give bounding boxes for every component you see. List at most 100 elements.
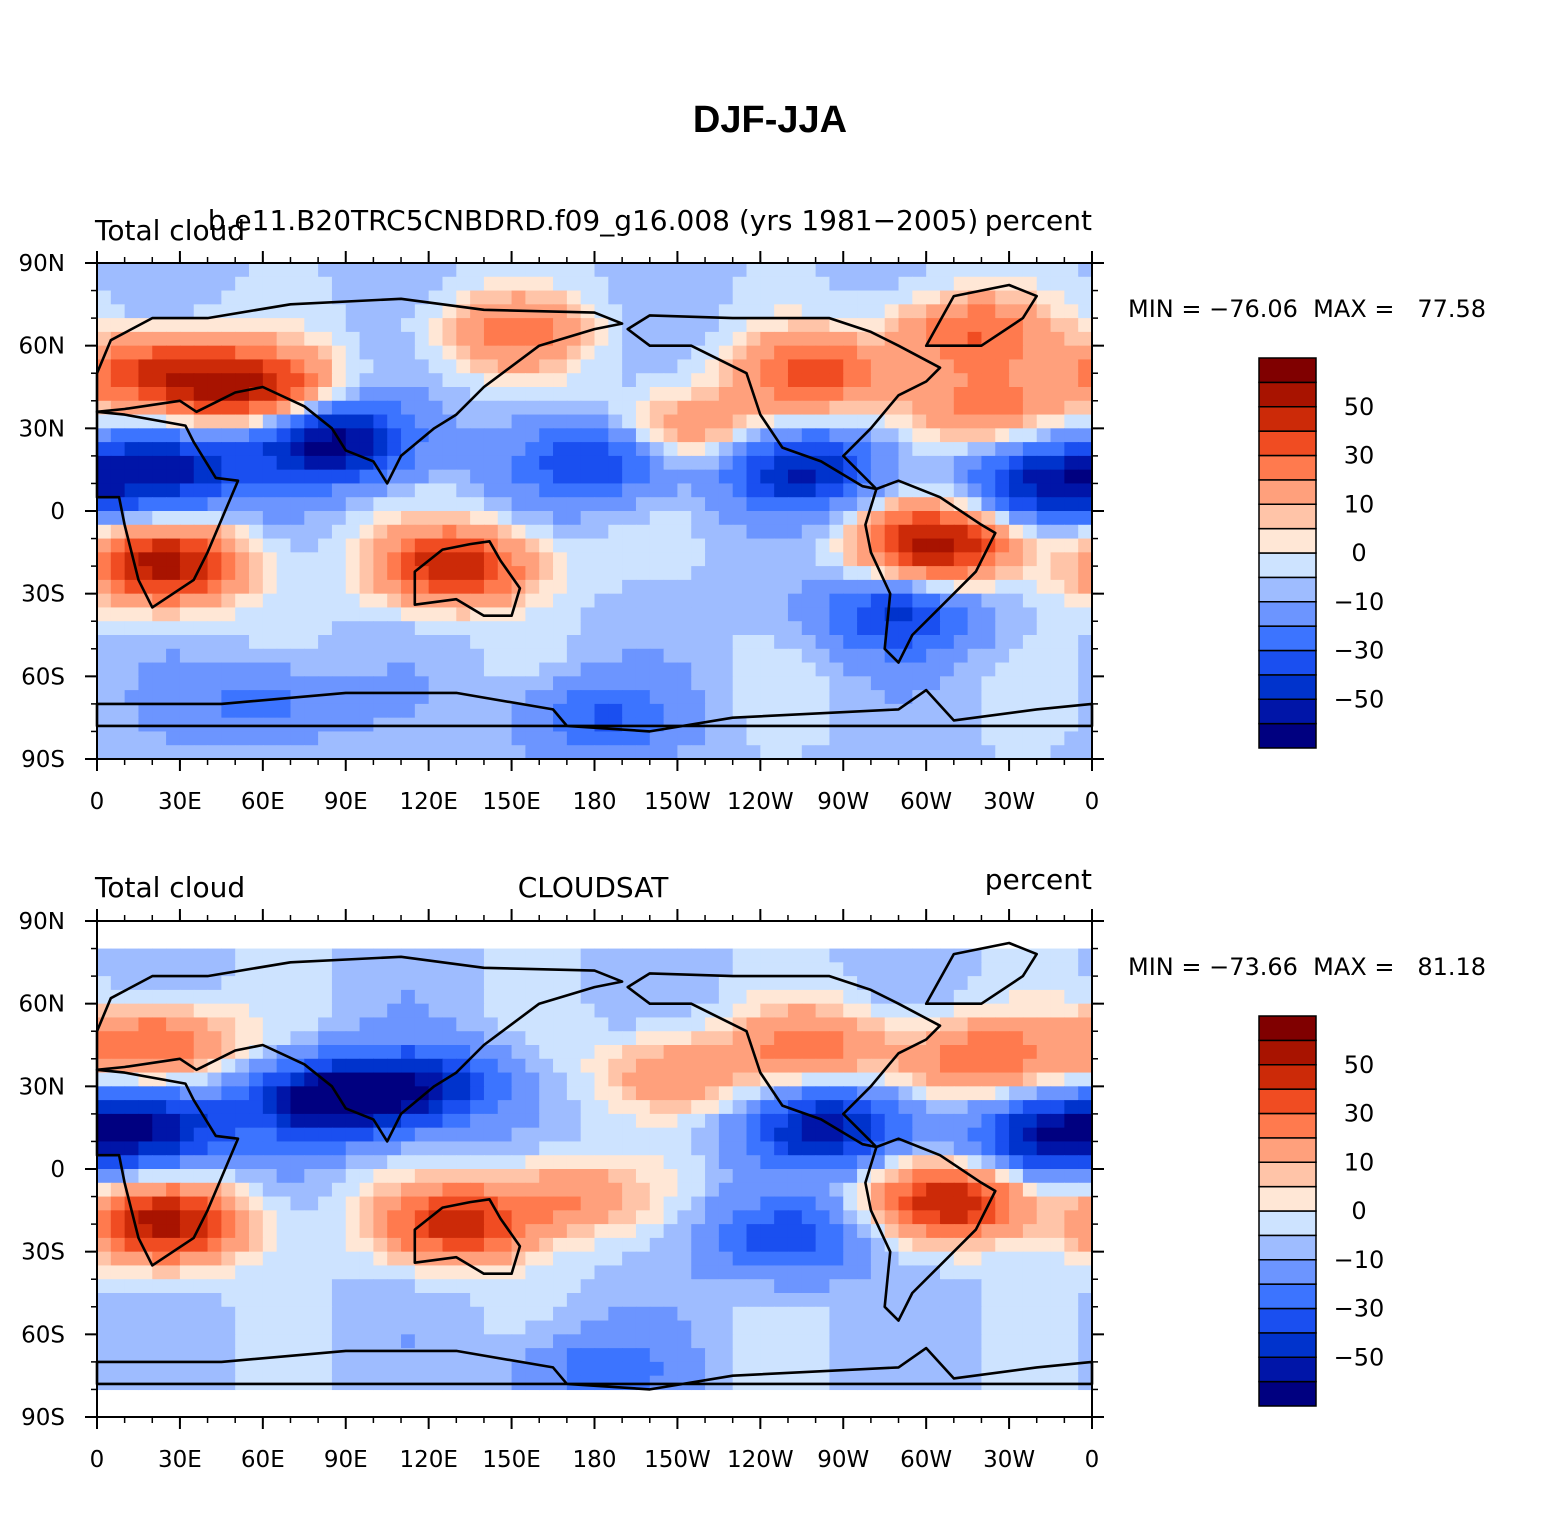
field-cell <box>138 1045 153 1060</box>
field-cell <box>718 579 734 595</box>
field-cell <box>497 373 513 388</box>
field-cell <box>470 1169 485 1184</box>
colorbar-swatch <box>1258 576 1317 603</box>
field-cell <box>1050 1045 1065 1060</box>
field-cell <box>414 731 430 746</box>
field-cell <box>566 1210 582 1225</box>
field-cell <box>774 1210 789 1225</box>
field-cell <box>580 676 596 691</box>
field-cell <box>1078 635 1093 650</box>
field-cell <box>1036 1334 1052 1349</box>
field-cell <box>221 400 236 416</box>
field-cell <box>553 345 568 361</box>
field-cell <box>110 1210 126 1225</box>
field-cell <box>221 607 236 622</box>
field-cell <box>483 442 499 457</box>
field-cell <box>815 1072 831 1087</box>
field-cell <box>456 1182 471 1198</box>
field-cell <box>594 593 609 609</box>
field-cell <box>428 290 444 305</box>
field-cell <box>152 1017 167 1032</box>
field-cell <box>553 579 568 595</box>
field-cell <box>649 428 665 443</box>
field-cell <box>939 1320 955 1335</box>
field-cell <box>442 676 457 691</box>
field-cell <box>1036 1017 1052 1032</box>
field-cell <box>635 1072 651 1087</box>
panel-cloudsat: 0 30E 60E 90E 120E 150E 180 150W 120W 90W 60W 30W 09… <box>19 863 1487 1473</box>
field-cell <box>483 1113 499 1129</box>
field-cell <box>235 1155 250 1170</box>
field-cell <box>553 318 568 333</box>
field-cell <box>401 566 416 581</box>
field-cell <box>318 1100 333 1115</box>
field-cell <box>539 1320 554 1335</box>
field-cell <box>193 989 209 1005</box>
field-cell <box>262 400 278 416</box>
field-cell <box>967 948 983 963</box>
field-cell <box>152 703 167 719</box>
field-cell <box>732 662 748 677</box>
field-cell <box>373 428 388 443</box>
field-cell <box>470 1003 485 1019</box>
field-cell <box>870 1348 886 1363</box>
field-cell <box>110 1237 126 1253</box>
field-cell <box>967 962 983 977</box>
field-cell <box>193 1320 209 1335</box>
field-cell <box>843 948 858 963</box>
field-cell <box>760 263 775 278</box>
field-cell <box>511 621 527 636</box>
field-cell <box>290 331 305 347</box>
field-cell <box>470 1100 485 1115</box>
field-cell <box>483 1361 499 1377</box>
field-cell <box>884 962 900 977</box>
field-cell <box>331 593 347 609</box>
field-cell <box>1022 1237 1038 1253</box>
field-cell <box>110 1113 126 1129</box>
field-cell <box>691 511 706 526</box>
field-cell <box>387 579 402 595</box>
field-cell <box>884 731 900 746</box>
field-cell <box>249 442 264 457</box>
field-cell <box>193 373 209 388</box>
field-cell <box>663 566 679 581</box>
field-cell <box>787 621 803 636</box>
field-cell <box>815 593 831 609</box>
field-cell <box>981 1113 996 1129</box>
field-cell <box>884 1058 900 1074</box>
field-cell <box>843 387 858 402</box>
field-cell <box>152 1224 167 1239</box>
field-cell <box>1009 1155 1024 1170</box>
field-cell <box>815 690 831 705</box>
field-cell <box>1022 511 1038 526</box>
field-cell <box>1050 1155 1065 1170</box>
field-cell <box>622 648 637 664</box>
field-cell <box>290 1210 305 1225</box>
field-cell <box>1022 318 1038 333</box>
field-cell <box>691 1017 706 1032</box>
field-cell <box>870 1127 886 1143</box>
field-cell <box>1078 483 1093 498</box>
field-cell <box>829 414 844 429</box>
field-cell <box>566 676 582 691</box>
field-cell <box>359 400 374 416</box>
field-cell <box>787 1072 803 1087</box>
field-cell <box>373 1251 388 1267</box>
field-cell <box>691 1293 706 1308</box>
field-cell <box>483 1072 499 1087</box>
field-cell <box>428 1031 444 1046</box>
field-cell <box>746 538 761 553</box>
field-cell <box>207 1224 222 1239</box>
field-cell <box>760 331 775 347</box>
field-cell <box>539 359 554 374</box>
field-cell <box>1064 1251 1079 1267</box>
field-cell <box>774 1196 789 1211</box>
field-cell <box>691 579 706 595</box>
field-cell <box>221 662 236 677</box>
field-cell <box>815 469 831 485</box>
field-cell <box>939 648 955 664</box>
field-cell <box>428 635 444 650</box>
field-cell <box>166 676 181 691</box>
field-cell <box>898 1086 913 1101</box>
field-cell <box>774 676 789 691</box>
